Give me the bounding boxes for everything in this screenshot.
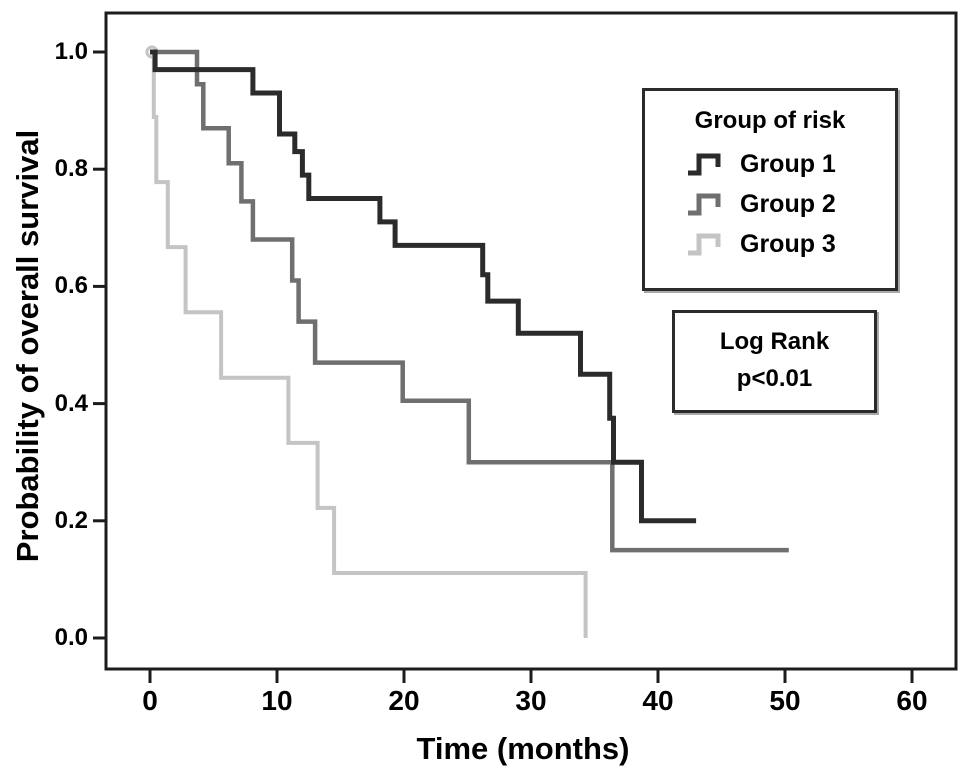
km-curve-group-1 <box>150 49 697 524</box>
y-tick-label: 0.8 <box>54 155 88 183</box>
legend-item-label: Group 1 <box>740 150 836 178</box>
legend-item-label: Group 2 <box>740 190 836 218</box>
x-tick-label: 10 <box>261 685 293 716</box>
legend-item-group-1: Group 1 <box>685 144 895 184</box>
step-line-icon <box>688 193 721 216</box>
x-tick-label: 0 <box>142 685 158 716</box>
legend-item-group-2: Group 2 <box>685 184 895 224</box>
legend-rows: Group 1 Group 2 Group 3 <box>685 144 895 264</box>
y-tick-label: 0.0 <box>54 624 88 651</box>
x-tick-label: 40 <box>642 685 674 716</box>
step-line-icon <box>688 233 721 256</box>
legend-item-group-3: Group 3 <box>685 224 895 264</box>
logrank-annotation-box: Log Rank p<0.01 <box>672 310 877 413</box>
step-line-icon <box>688 153 721 176</box>
km-curve-group-2 <box>150 49 789 553</box>
y-tick-label: 0.6 <box>54 272 88 300</box>
y-tick-label: 1.0 <box>54 38 88 65</box>
x-axis-title: Time (months) <box>416 731 630 766</box>
y-tick-label: 0.2 <box>54 506 88 534</box>
logrank-test-label: Log Rank <box>719 328 830 355</box>
legend-item-label: Group 3 <box>740 230 836 258</box>
y-tick-label: 0.4 <box>54 389 88 417</box>
logrank-p-value: p<0.01 <box>736 365 813 392</box>
x-tick-label: 50 <box>769 685 801 716</box>
legend-box: Group of risk Group 1 Group 2 Group 3 <box>642 88 898 291</box>
x-tick-label: 30 <box>515 685 547 716</box>
km-curve-group-3 <box>150 50 588 638</box>
x-tick-label: 60 <box>896 685 928 716</box>
legend-title: Group of risk <box>694 107 846 134</box>
x-tick-label: 20 <box>388 685 420 716</box>
